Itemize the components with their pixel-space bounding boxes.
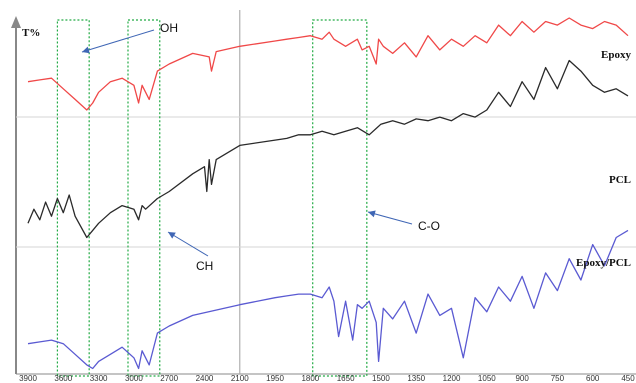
x-tick-label: 1950 xyxy=(266,374,284,383)
x-tick-label: 3600 xyxy=(54,374,72,383)
annotation-arrowhead xyxy=(368,210,376,218)
annotation-arrow xyxy=(367,211,413,225)
x-tick-label: 1650 xyxy=(337,374,355,383)
annotation-arrowhead xyxy=(168,232,176,239)
axes xyxy=(11,10,636,375)
x-tick-label: 750 xyxy=(551,374,565,383)
annotation-labels: OH CH C-O xyxy=(81,21,440,273)
x-tick-label: 1800 xyxy=(301,374,319,383)
annotation-label: CH xyxy=(196,259,213,273)
x-tick-label: 1350 xyxy=(407,374,425,383)
series-line xyxy=(27,17,629,111)
annotation-label: C-O xyxy=(418,219,440,233)
x-tick-label: 600 xyxy=(586,374,600,383)
annotation-boxes xyxy=(56,19,368,377)
y-axis-arrow xyxy=(11,16,21,28)
x-tick-label: 3000 xyxy=(125,374,143,383)
y-axis-label: T% xyxy=(22,27,40,39)
x-tick-label: 900 xyxy=(515,374,529,383)
annotation-arrow xyxy=(81,29,155,53)
x-tick-label: 1200 xyxy=(443,374,461,383)
annotation-arrow xyxy=(167,231,209,257)
series-label: Epoxy/PCL xyxy=(576,257,631,269)
x-tick-label: 3900 xyxy=(19,374,37,383)
annotation-arrowhead xyxy=(82,46,90,54)
x-tick-label: 2400 xyxy=(196,374,214,383)
x-tick-label: 3300 xyxy=(90,374,108,383)
annotation-box xyxy=(56,19,90,377)
series-line xyxy=(27,229,629,370)
x-tick-label: 1500 xyxy=(372,374,390,383)
series-label: PCL xyxy=(609,174,631,186)
series-labels: Epoxy PCL Epoxy/PCL xyxy=(576,49,632,269)
annotation-box xyxy=(127,19,161,377)
x-tick-label: 2100 xyxy=(231,374,249,383)
annotation-label: OH xyxy=(160,21,178,35)
series-lines xyxy=(27,17,629,370)
series-label: Epoxy xyxy=(601,49,631,61)
annotation-box xyxy=(312,19,368,377)
x-tick-label: 1050 xyxy=(478,374,496,383)
x-tick-label: 2700 xyxy=(160,374,178,383)
x-tick-labels: 3900 3600 3300 3000 2700 2400 2100 1950 1800 1650… xyxy=(19,374,635,383)
series-line xyxy=(27,59,629,239)
x-tick-label: 450 xyxy=(621,374,635,383)
